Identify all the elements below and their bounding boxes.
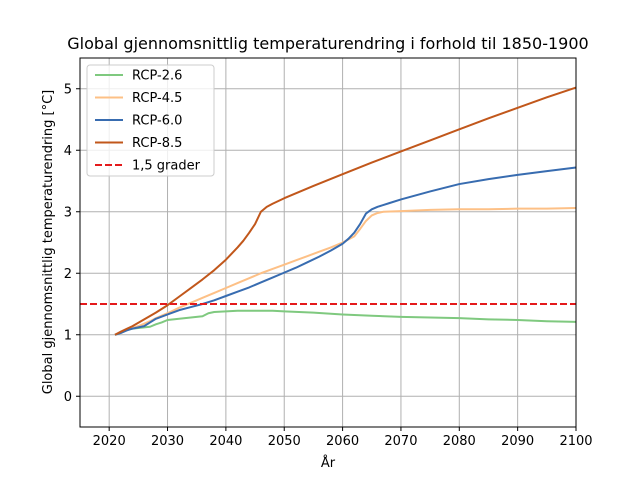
y-tick-label: 1	[64, 328, 72, 343]
x-tick-label: 2030	[151, 434, 184, 449]
x-axis-title: År	[321, 455, 336, 471]
legend-label: RCP-6.0	[132, 114, 182, 129]
legend-box	[86, 64, 215, 177]
series-line-rcp-8-5	[114, 86, 577, 336]
series-line-rcp-4-5	[114, 207, 577, 336]
x-tick-label: 2020	[93, 434, 126, 449]
x-tick-label: 2060	[326, 434, 359, 449]
x-tick-label: 2070	[384, 434, 417, 449]
series-line-rcp-2-6	[114, 309, 577, 336]
x-tick-label: 2040	[209, 434, 242, 449]
y-tick-label: 2	[64, 267, 72, 282]
x-axis-ticks: 2020 2030 2040 2050 2060 2070 2080 2090 2100	[93, 427, 593, 449]
y-axis-ticks: 0 1 2 3 4 5	[64, 82, 80, 405]
x-tick-label: 2080	[443, 434, 476, 449]
x-tick-label: 2100	[559, 434, 592, 449]
y-axis-title: Global gjennomsnittlig temperaturendring…	[41, 90, 56, 395]
y-tick-label: 0	[64, 390, 72, 405]
legend: RCP-2.6 RCP-4.5 RCP-6.0 RCP-8.5 1,5 grader	[86, 64, 215, 177]
series-line-rcp-6-0	[114, 166, 577, 336]
x-tick-label: 2050	[268, 434, 301, 449]
legend-label: RCP-2.6	[132, 69, 182, 84]
legend-label: RCP-8.5	[132, 136, 182, 151]
y-tick-label: 3	[64, 205, 72, 220]
plot-frame	[79, 57, 577, 428]
series-lines	[80, 86, 577, 336]
legend-label: RCP-4.5	[132, 91, 182, 106]
y-tick-label: 4	[64, 144, 72, 159]
legend-label: 1,5 grader	[132, 159, 201, 174]
chart-title: Global gjennomsnittlig temperaturendring…	[67, 34, 588, 53]
y-tick-label: 5	[64, 82, 72, 97]
x-tick-label: 2090	[501, 434, 534, 449]
